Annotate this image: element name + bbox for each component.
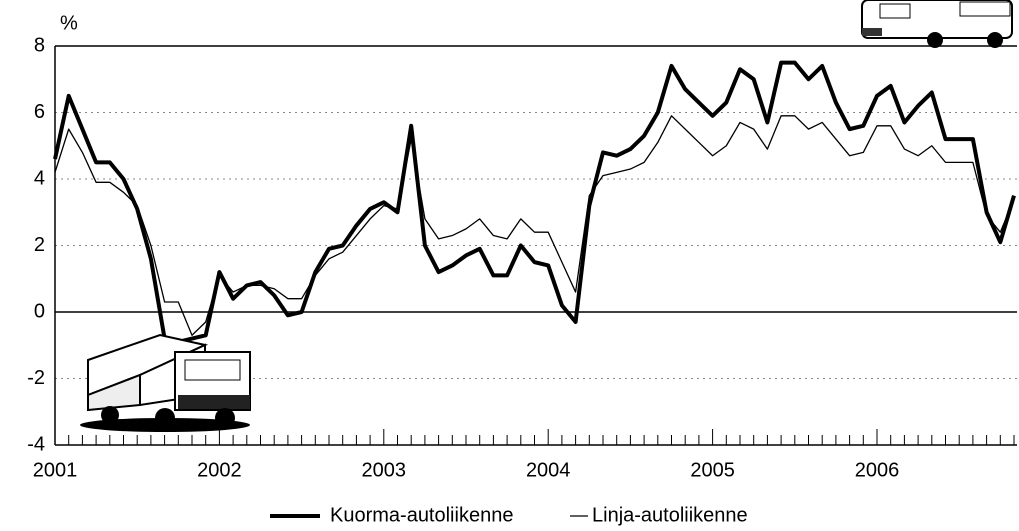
x-tick-label: 2006 xyxy=(855,459,900,481)
y-axis-label: % xyxy=(60,12,78,34)
y-tick-label: -4 xyxy=(27,433,45,455)
series-line xyxy=(55,116,1014,335)
legend-label: Linja-autoliikenne xyxy=(592,504,748,526)
x-tick-label: 2002 xyxy=(197,459,242,481)
legend-label: Kuorma-autoliikenne xyxy=(330,504,513,526)
truck-icon xyxy=(80,335,250,432)
chart: % 8 6 4 2 0 -2 -4 2001 2002 2003 2004 2005 2006 Kuor… xyxy=(0,0,1019,531)
y-tick-label: 8 xyxy=(34,34,45,56)
series-line xyxy=(55,63,1014,342)
y-tick-label: 4 xyxy=(34,167,45,189)
y-tick-label: -2 xyxy=(27,367,45,389)
x-tick-label: 2005 xyxy=(690,459,735,481)
bus-icon xyxy=(862,0,1012,48)
x-tick-label: 2001 xyxy=(33,459,78,481)
y-tick-label: 2 xyxy=(34,234,45,256)
x-tick-label: 2004 xyxy=(526,459,571,481)
icons xyxy=(80,0,1012,432)
x-tick-label: 2003 xyxy=(362,459,407,481)
y-tick-label: 6 xyxy=(34,101,45,123)
y-tick-label: 0 xyxy=(34,300,45,322)
